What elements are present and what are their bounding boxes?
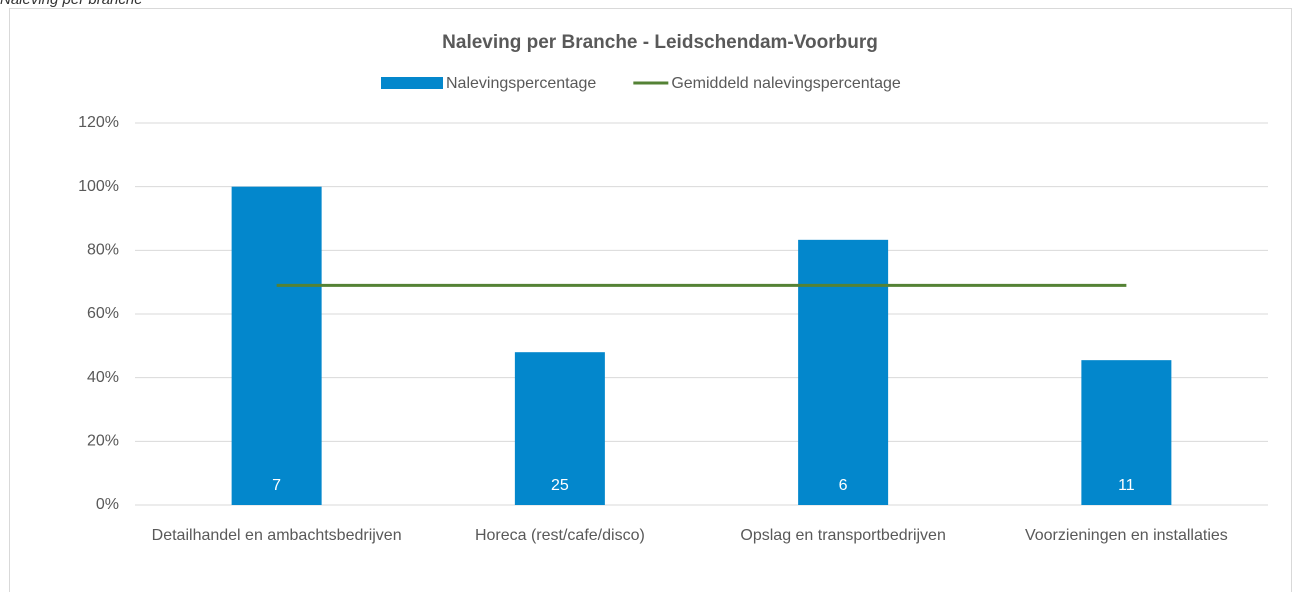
caption: Naleving per branche — [0, 0, 143, 8]
chart-frame — [9, 8, 1292, 592]
x-tick-label: Opslag en transportbedrijven — [740, 527, 946, 544]
bar — [514, 352, 605, 505]
x-tick-label: Voorzieningen en installaties — [1024, 527, 1228, 544]
legend-label: Nalevingspercentage — [446, 75, 596, 92]
y-tick-label: 80% — [87, 242, 119, 259]
y-tick-label: 60% — [87, 305, 119, 322]
bar-count-label: 25 — [551, 477, 569, 494]
y-tick-label: 40% — [87, 369, 119, 386]
bar-count-label: 11 — [1118, 477, 1135, 494]
y-tick-label: 100% — [78, 178, 119, 195]
bar-count-label: 7 — [272, 477, 281, 494]
x-tick-label: Detailhandel en ambachtsbedrijven — [151, 527, 402, 544]
bar — [1081, 360, 1172, 505]
chart-title: Naleving per Branche - Leidschendam-Voor… — [442, 32, 878, 53]
bar — [231, 186, 322, 505]
y-tick-label: 20% — [87, 433, 119, 450]
y-tick-label: 120% — [78, 114, 119, 131]
legend-label: Gemiddeld nalevingspercentage — [671, 75, 901, 92]
x-tick-label: Horeca (rest/cafe/disco) — [474, 527, 645, 544]
bar-count-label: 6 — [839, 477, 848, 494]
y-tick-label: 0% — [96, 496, 119, 513]
bar — [798, 239, 889, 505]
legend-swatch — [381, 77, 443, 89]
